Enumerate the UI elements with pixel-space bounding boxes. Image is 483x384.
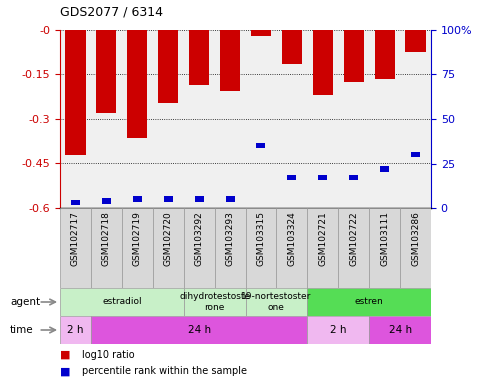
Bar [369,208,400,288]
Bar [307,208,338,288]
Bar [158,30,178,103]
Bar [65,30,85,155]
Text: GSM103293: GSM103293 [226,211,235,266]
Text: dihydrotestoste
rone: dihydrotestoste rone [179,292,250,312]
Bar [102,198,111,204]
Bar [338,208,369,288]
Text: GDS2077 / 6314: GDS2077 / 6314 [60,5,163,18]
Bar [60,208,91,288]
Bar [349,175,358,180]
Text: GSM102719: GSM102719 [133,211,142,266]
Text: agent: agent [10,297,40,307]
Bar [245,208,276,288]
Text: GSM102717: GSM102717 [71,211,80,266]
Bar [184,288,245,316]
Bar [251,30,271,36]
Text: percentile rank within the sample: percentile rank within the sample [82,366,247,376]
Bar [60,288,184,316]
Bar [380,166,389,172]
Bar [226,197,235,202]
Bar [344,30,364,82]
Text: GSM103292: GSM103292 [195,211,204,266]
Bar [318,175,327,180]
Text: 2 h: 2 h [67,325,84,335]
Bar [369,316,431,344]
Bar [60,316,91,344]
Bar [220,30,240,91]
Bar [375,30,395,79]
Text: estradiol: estradiol [102,298,142,306]
Text: GSM103324: GSM103324 [287,211,297,266]
Text: GSM102721: GSM102721 [318,211,327,266]
Bar [287,175,297,180]
Bar [313,30,333,95]
Bar [184,208,214,288]
Text: GSM102718: GSM102718 [102,211,111,266]
Bar [282,30,302,64]
Bar [256,143,266,148]
Bar [153,208,184,288]
Text: log10 ratio: log10 ratio [82,350,134,360]
Bar [122,208,153,288]
Bar [411,152,420,157]
Bar [91,316,307,344]
Text: 19-nortestoster
one: 19-nortestoster one [241,292,312,312]
Bar [133,197,142,202]
Bar [400,208,431,288]
Bar [164,197,173,202]
Bar [276,208,307,288]
Text: GSM103286: GSM103286 [411,211,420,266]
Text: 24 h: 24 h [388,325,412,335]
Text: 2 h: 2 h [330,325,346,335]
Text: ■: ■ [60,366,71,376]
Bar [127,30,147,138]
Bar [214,208,245,288]
Bar [307,288,431,316]
Text: ■: ■ [60,350,71,360]
Text: GSM102720: GSM102720 [164,211,173,266]
Bar [245,288,307,316]
Bar [195,197,204,202]
Text: GSM103111: GSM103111 [380,211,389,266]
Text: GSM102722: GSM102722 [349,211,358,266]
Bar [96,30,116,113]
Bar [71,200,80,205]
Bar [91,208,122,288]
Text: time: time [10,325,34,335]
Text: GSM103315: GSM103315 [256,211,266,266]
Bar [406,30,426,52]
Text: estren: estren [355,298,384,306]
Text: 24 h: 24 h [187,325,211,335]
Bar [307,316,369,344]
Bar [189,30,209,85]
